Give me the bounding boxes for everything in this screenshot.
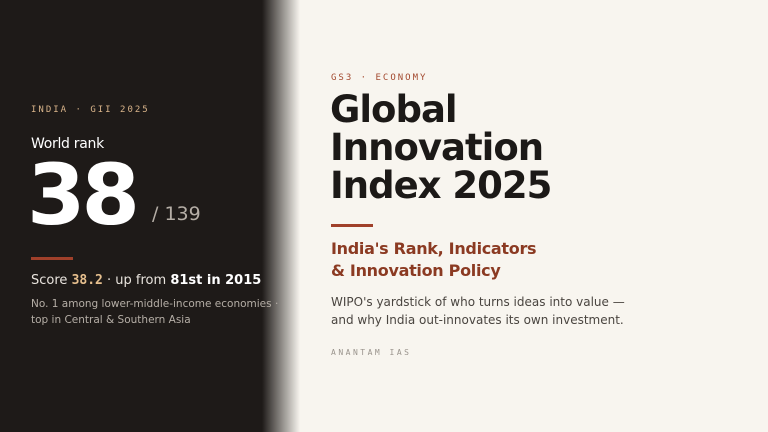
note-line: top in Central & Southern Asia [31, 314, 191, 326]
divider [31, 257, 73, 260]
score: Score 38.2 · up from 81st in 2015 [31, 273, 261, 288]
note-line: No. 1 among lower-middle-income economie… [31, 298, 279, 310]
kicker: GS3 · ECONOMY [331, 73, 428, 83]
kicker: INDIA · GII 2025 [31, 105, 150, 115]
score-middle: · up from [107, 273, 167, 288]
score-label: Score [31, 273, 68, 288]
score-value: 38.2 [71, 273, 103, 288]
title: Global Innovation Index 2025 [330, 88, 552, 207]
title-line: Index 2025 [330, 164, 552, 207]
rank-label: World rank [31, 136, 104, 152]
subtitle-line: India's Rank, Indicators [331, 239, 537, 258]
description-line: and why India out-innovates its own inve… [331, 313, 624, 327]
note: No. 1 among lower-middle-income economie… [31, 296, 278, 328]
subtitle-line: & Innovation Policy [331, 261, 501, 280]
rank-total: / 139 [152, 203, 201, 225]
brand: ANANTAM IAS [331, 348, 412, 357]
description-line: WIPO's yardstick of who turns ideas into… [331, 295, 625, 309]
title-line: Innovation [330, 126, 544, 169]
rank: 38 [27, 146, 140, 244]
description: WIPO's yardstick of who turns ideas into… [331, 293, 625, 329]
score-previous: 81st in 2015 [170, 273, 262, 288]
divider [331, 224, 373, 227]
title-line: Global [330, 88, 458, 131]
subtitle: India's Rank, Indicators & Innovation Pol… [331, 238, 537, 282]
